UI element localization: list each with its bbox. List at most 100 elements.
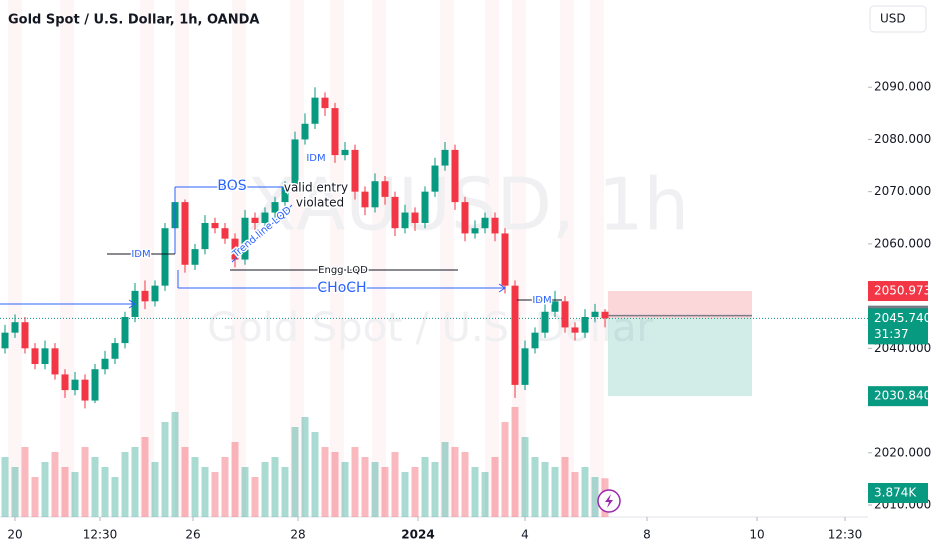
volume-bar: [551, 467, 559, 517]
volume-bar: [51, 452, 59, 517]
volume-bar: [421, 457, 429, 517]
annotation: IDM: [306, 153, 325, 164]
candle-body: [261, 212, 269, 223]
candle-body: [231, 238, 239, 260]
candle-body: [511, 285, 519, 385]
volume-bar: [311, 432, 319, 517]
annotation-line: [231, 204, 293, 263]
volume-bar: [561, 457, 569, 517]
volume-bar: [281, 467, 289, 517]
volume-bar: [511, 407, 519, 517]
volume-bar: [411, 467, 419, 517]
volume-bar: [131, 447, 139, 517]
session-band: [330, 0, 344, 517]
candle-body: [241, 217, 249, 260]
currency-label[interactable]: USD: [880, 12, 906, 26]
volume-bar: [341, 462, 349, 517]
candle-body: [51, 348, 59, 375]
session-band: [140, 0, 154, 517]
x-tick-label: 4: [521, 528, 529, 542]
candle-body: [41, 348, 49, 364]
volume-bar: [61, 467, 69, 517]
volume-bar: [531, 457, 539, 517]
currency-button[interactable]: [869, 5, 927, 33]
candle-body: [181, 202, 189, 265]
target-zone: [608, 318, 752, 397]
volume-bar: [581, 467, 589, 517]
candle-body: [421, 191, 429, 223]
volume-label: 3.874K: [874, 486, 917, 500]
annotation-arrow: [281, 182, 289, 192]
volume-bar: [361, 457, 369, 517]
volume-bar: [231, 442, 239, 517]
volume-bar: [11, 467, 19, 517]
candle-body: [521, 348, 529, 385]
x-tick-label: 12:30: [83, 528, 118, 542]
volume-bar: [21, 447, 29, 517]
annotation: IDM: [131, 249, 150, 260]
candle-body: [201, 222, 209, 250]
candle-body: [471, 228, 479, 234]
volume-bar: [201, 467, 209, 517]
candle-body: [21, 322, 29, 349]
volume-bar: [331, 452, 339, 517]
candle-body: [541, 311, 549, 333]
annotation: Engg LQD: [318, 265, 368, 276]
volume-bar: [481, 472, 489, 517]
volume-bar: [251, 477, 259, 517]
volume-bar: [271, 457, 279, 517]
candle-body: [281, 186, 289, 203]
x-tick-label: 20: [7, 528, 22, 542]
candle-body: [441, 149, 449, 166]
candle-body: [191, 249, 199, 265]
watermark: Gold Spot / U.S. Dollar: [207, 305, 653, 351]
volume-bar: [391, 452, 399, 517]
volume-bar: [491, 457, 499, 517]
countdown: 31:37: [874, 327, 909, 341]
candle-body: [481, 217, 489, 229]
volume-bar: [321, 447, 329, 517]
annotation: valid entry: [284, 181, 348, 195]
session-band: [590, 0, 604, 517]
candle-body: [501, 233, 509, 286]
candle-body: [591, 311, 599, 317]
x-tick-label: 26: [185, 528, 200, 542]
volume-bar: [161, 422, 169, 517]
candle-body: [121, 316, 129, 344]
y-tick-label: 2060.000: [874, 236, 931, 250]
annotation: CHoCH: [317, 280, 366, 296]
price-label-box: [868, 281, 928, 302]
volume-bar: [381, 467, 389, 517]
x-tick-label: 28: [290, 528, 305, 542]
candle-body: [391, 196, 399, 229]
volume-bar: [101, 467, 109, 517]
session-band: [8, 0, 22, 517]
volume-bar: [441, 442, 449, 517]
x-tick-label: 10: [749, 528, 764, 542]
volume-bar: [171, 412, 179, 517]
candle-body: [151, 285, 159, 302]
candle-body: [11, 322, 19, 333]
candle-body: [221, 228, 229, 239]
volume-bar: [81, 447, 89, 517]
time-axis: [0, 517, 868, 550]
volume-bar: [151, 462, 159, 517]
candle-body: [161, 228, 169, 286]
session-band: [232, 0, 246, 517]
stop-zone: [608, 291, 752, 319]
price-label-box: [868, 308, 928, 345]
candle-body: [401, 212, 409, 229]
annotation: BOS: [217, 178, 246, 194]
candle-body: [461, 202, 469, 234]
session-band: [560, 0, 574, 517]
candle-body: [311, 97, 319, 124]
y-tick-label: 2080.000: [874, 132, 931, 146]
volume-bar: [31, 477, 39, 517]
price-label: 2045.740: [874, 311, 931, 325]
price-label-box: [868, 386, 928, 407]
volume-bar: [501, 422, 509, 517]
candle-body: [571, 327, 579, 333]
candle-body: [371, 181, 379, 208]
